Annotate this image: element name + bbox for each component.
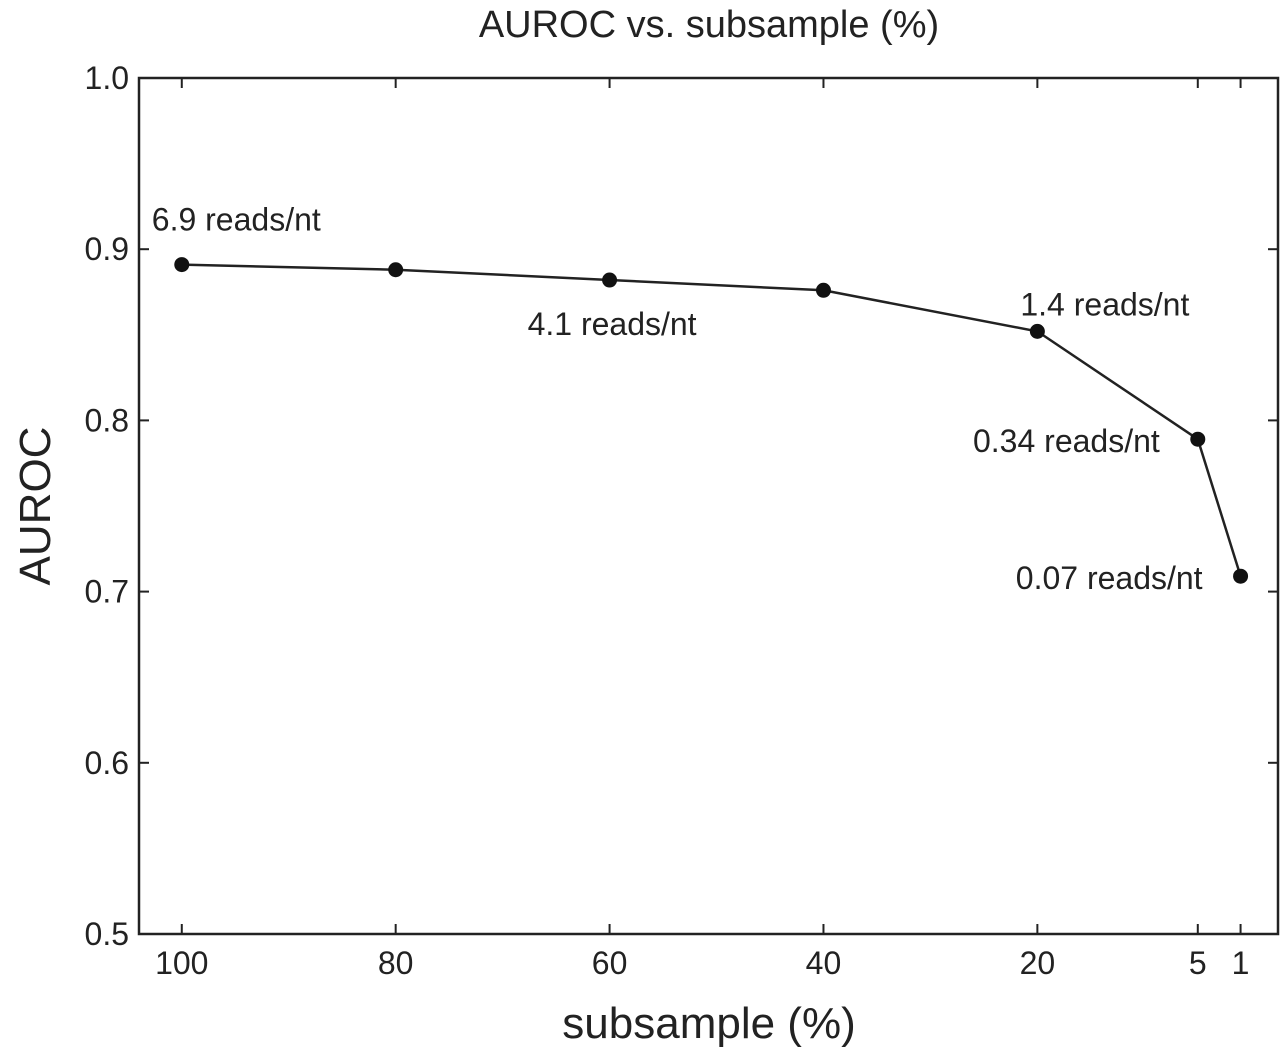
- x-tick-label: 100: [155, 945, 208, 981]
- point-annotation: 4.1 reads/nt: [528, 306, 697, 342]
- y-tick-label: 0.6: [85, 745, 129, 781]
- point-annotation: 1.4 reads/nt: [1020, 286, 1189, 322]
- x-axis-label: subsample (%): [562, 999, 855, 1048]
- data-point: [602, 272, 618, 288]
- x-tick-label: 1: [1232, 945, 1250, 981]
- data-point: [1233, 568, 1249, 584]
- data-point: [1190, 431, 1206, 447]
- annotation-layer: 6.9 reads/nt 4.1 reads/nt 1.4 reads/nt 0.34…: [152, 202, 1203, 597]
- y-tick-label: 1.0: [85, 60, 129, 96]
- data-point: [815, 282, 831, 298]
- x-tick-label: 40: [806, 945, 842, 981]
- y-tick-label: 0.9: [85, 231, 129, 267]
- x-tick-label: 20: [1020, 945, 1056, 981]
- data-point: [388, 262, 404, 278]
- y-tick-label: 0.5: [85, 916, 129, 952]
- data-point: [174, 257, 190, 273]
- y-tick-label: 0.8: [85, 402, 129, 438]
- data-point: [1029, 323, 1045, 339]
- chart-title: AUROC vs. subsample (%): [479, 4, 939, 46]
- plot-frame: [137, 76, 1280, 936]
- y-tick-label: 0.7: [85, 574, 129, 610]
- x-tick-label: 80: [378, 945, 414, 981]
- axis-ticks: 0.5 0.6 0.7 0.8 0.9 1.0 100 80 60 40 20 5 1: [85, 60, 1278, 981]
- x-tick-label: 5: [1189, 945, 1207, 981]
- point-annotation: 0.34 reads/nt: [973, 423, 1160, 459]
- y-axis-label: AUROC: [11, 427, 60, 586]
- x-tick-label: 60: [592, 945, 628, 981]
- point-annotation: 6.9 reads/nt: [152, 202, 321, 238]
- point-annotation: 0.07 reads/nt: [1016, 560, 1203, 596]
- series-layer: [174, 257, 1249, 584]
